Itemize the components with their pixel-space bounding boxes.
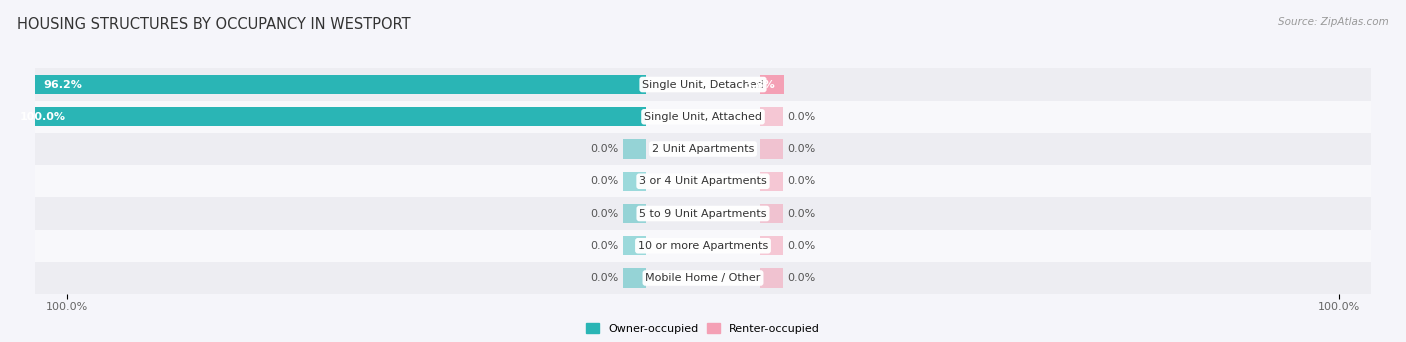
Text: 3.8%: 3.8%	[744, 80, 775, 90]
Text: 0.0%: 0.0%	[787, 209, 815, 219]
Bar	[761, 75, 785, 94]
Text: Source: ZipAtlas.com: Source: ZipAtlas.com	[1278, 17, 1389, 27]
Text: 96.2%: 96.2%	[44, 80, 83, 90]
Bar	[35, 101, 1371, 133]
Bar	[35, 197, 1371, 229]
Bar	[761, 107, 783, 127]
Bar	[761, 139, 783, 159]
Text: 0.0%: 0.0%	[591, 144, 619, 154]
Bar	[623, 268, 645, 288]
Text: Single Unit, Attached: Single Unit, Attached	[644, 112, 762, 122]
Text: 5 to 9 Unit Apartments: 5 to 9 Unit Apartments	[640, 209, 766, 219]
Text: 0.0%: 0.0%	[591, 209, 619, 219]
Legend: Owner-occupied, Renter-occupied: Owner-occupied, Renter-occupied	[581, 319, 825, 338]
Bar	[34, 75, 645, 94]
Bar	[761, 172, 783, 191]
Bar	[623, 139, 645, 159]
Bar	[761, 236, 783, 255]
Text: Single Unit, Detached: Single Unit, Detached	[643, 80, 763, 90]
Text: 0.0%: 0.0%	[787, 144, 815, 154]
Bar	[623, 204, 645, 223]
Text: 0.0%: 0.0%	[591, 176, 619, 186]
Bar	[35, 165, 1371, 197]
Text: 0.0%: 0.0%	[787, 112, 815, 122]
Text: 2 Unit Apartments: 2 Unit Apartments	[652, 144, 754, 154]
Bar	[623, 172, 645, 191]
Text: 0.0%: 0.0%	[787, 176, 815, 186]
Text: Mobile Home / Other: Mobile Home / Other	[645, 273, 761, 283]
Text: 0.0%: 0.0%	[591, 273, 619, 283]
Bar	[623, 236, 645, 255]
Bar	[35, 133, 1371, 165]
Bar	[761, 268, 783, 288]
Text: HOUSING STRUCTURES BY OCCUPANCY IN WESTPORT: HOUSING STRUCTURES BY OCCUPANCY IN WESTP…	[17, 17, 411, 32]
Text: 10 or more Apartments: 10 or more Apartments	[638, 241, 768, 251]
Bar	[35, 229, 1371, 262]
Bar	[35, 68, 1371, 101]
Bar	[761, 204, 783, 223]
Text: 3 or 4 Unit Apartments: 3 or 4 Unit Apartments	[640, 176, 766, 186]
Bar	[35, 262, 1371, 294]
Text: 0.0%: 0.0%	[591, 241, 619, 251]
Text: 0.0%: 0.0%	[787, 273, 815, 283]
Bar	[10, 107, 645, 127]
Text: 100.0%: 100.0%	[20, 112, 65, 122]
Text: 0.0%: 0.0%	[787, 241, 815, 251]
